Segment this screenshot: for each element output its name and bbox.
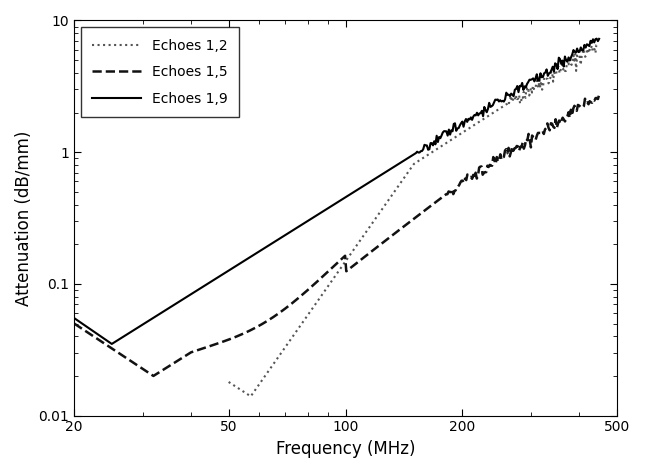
Echoes 1,2 — [496, 105, 504, 111]
X-axis label: Frequency (MHz): Frequency (MHz) — [276, 440, 415, 458]
Echoes 1,2 — [349, 248, 357, 254]
Echoes 1,2 — [595, 43, 603, 48]
Echoes 1,2 — [247, 394, 255, 399]
Echoes 1,9 — [159, 309, 167, 315]
Echoes 1,9 — [486, 104, 494, 110]
Echoes 1,5 — [324, 269, 332, 275]
Echoes 1,9 — [207, 279, 215, 285]
Legend: Echoes 1,2, Echoes 1,5, Echoes 1,9: Echoes 1,2, Echoes 1,5, Echoes 1,9 — [81, 27, 239, 117]
Echoes 1,2 — [225, 379, 233, 385]
Echoes 1,9 — [91, 330, 99, 335]
Echoes 1,2 — [460, 129, 468, 134]
Echoes 1,9 — [593, 36, 600, 42]
Echoes 1,5 — [347, 265, 355, 271]
Line: Echoes 1,5: Echoes 1,5 — [74, 95, 599, 376]
Echoes 1,5 — [150, 373, 157, 379]
Echoes 1,9 — [70, 315, 78, 321]
Echoes 1,9 — [170, 302, 178, 307]
Echoes 1,5 — [99, 340, 106, 345]
Echoes 1,5 — [510, 148, 517, 154]
Echoes 1,2 — [593, 42, 601, 47]
Echoes 1,2 — [375, 211, 382, 217]
Echoes 1,9 — [108, 341, 115, 347]
Echoes 1,5 — [595, 92, 603, 97]
Echoes 1,5 — [575, 103, 583, 108]
Echoes 1,9 — [244, 256, 252, 262]
Echoes 1,2 — [273, 356, 281, 361]
Echoes 1,5 — [70, 321, 78, 326]
Echoes 1,5 — [268, 315, 276, 321]
Echoes 1,2 — [494, 107, 502, 113]
Line: Echoes 1,2: Echoes 1,2 — [229, 44, 599, 396]
Echoes 1,9 — [595, 36, 603, 42]
Y-axis label: Attenuation (dB/mm): Attenuation (dB/mm) — [15, 131, 33, 306]
Line: Echoes 1,9: Echoes 1,9 — [74, 39, 599, 344]
